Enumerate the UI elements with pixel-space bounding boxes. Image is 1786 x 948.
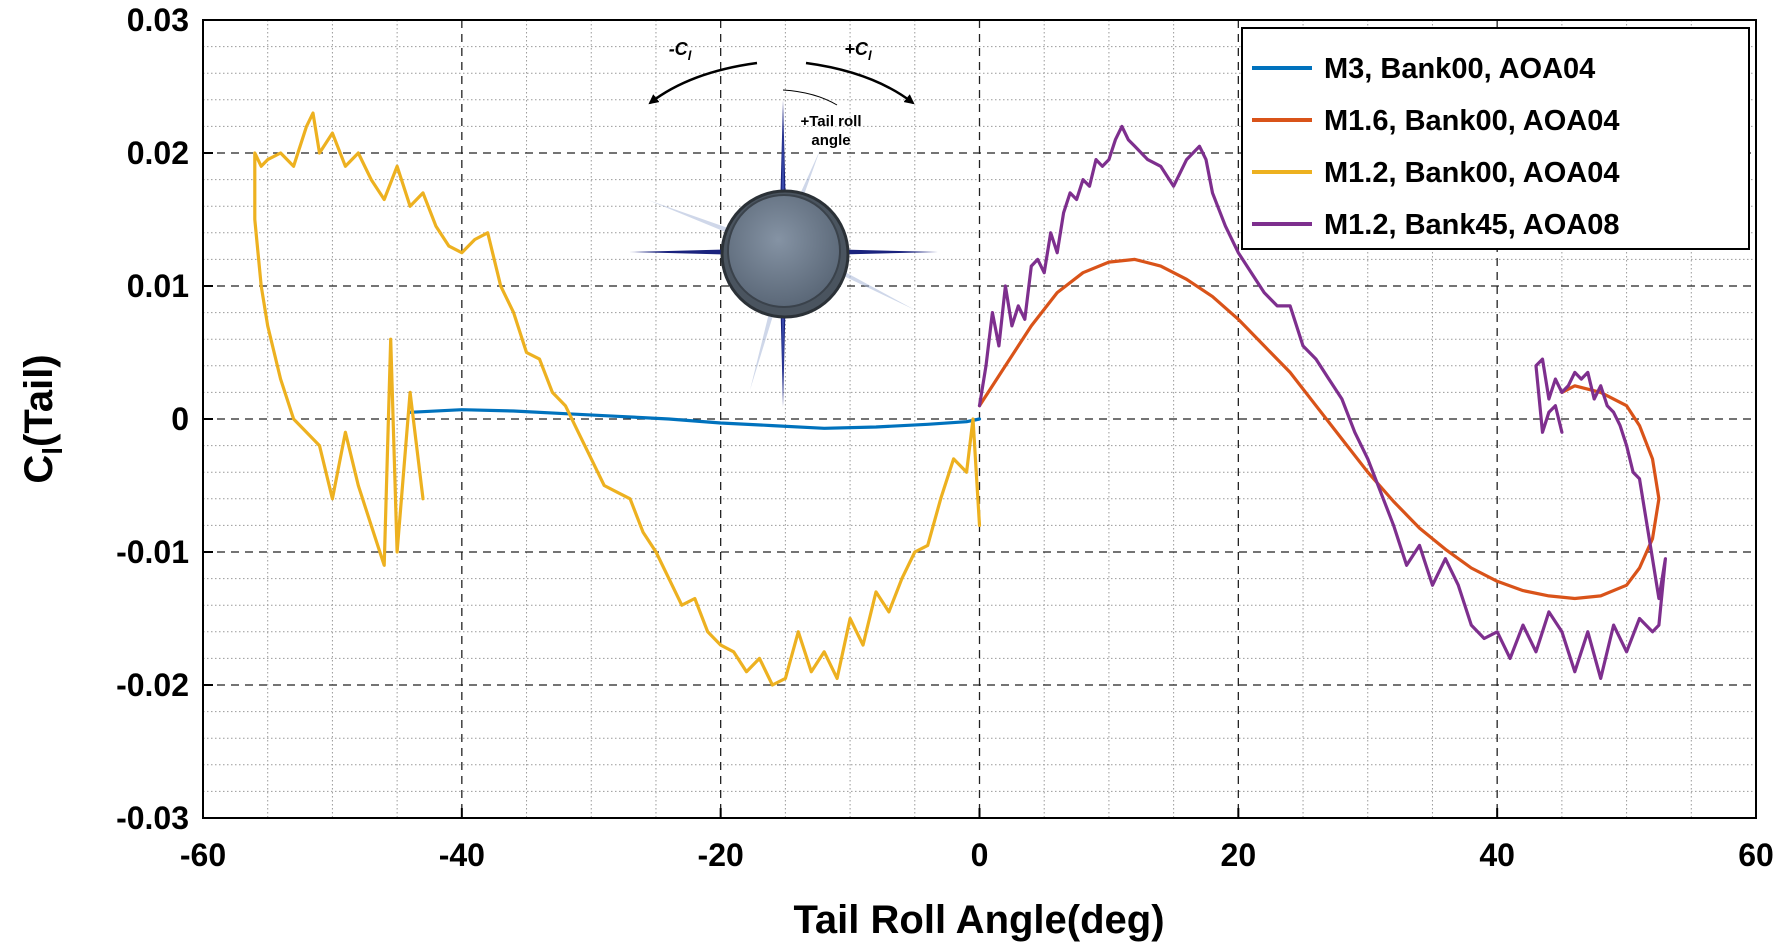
roll-angle-label-line1: +Tail roll	[801, 113, 862, 130]
legend-label-0: M3, Bank00, AOA04	[1324, 53, 1595, 85]
series-line-2	[253, 111, 982, 687]
minus-cl-label: -Cl	[669, 39, 692, 63]
x-tick-label: 20	[1221, 837, 1257, 873]
tail-schematic: -Cl +Cl +Tail roll angle	[629, 39, 938, 407]
y-tick-label: -0.03	[116, 800, 189, 836]
y-tick-label: 0.02	[127, 135, 189, 171]
y-axis-title: Cl(Tail)	[17, 354, 68, 483]
legend-box	[1241, 27, 1750, 250]
roll-angle-label-line2: angle	[811, 132, 850, 149]
x-tick-label: -40	[439, 837, 485, 873]
plus-cl-label: +Cl	[844, 39, 872, 63]
legend-label-3: M1.2, Bank45, AOA08	[1324, 209, 1620, 241]
series-line-3	[977, 124, 1668, 681]
y-tick-label: -0.01	[116, 534, 189, 570]
legend-entry: M1.2, Bank00, AOA04	[1252, 157, 1620, 189]
minus-roll-arrow	[648, 61, 758, 105]
legend: M3, Bank00, AOA04 M1.6, Bank00, AOA04 M1…	[1241, 27, 1750, 250]
x-tick-label: 40	[1479, 837, 1515, 873]
series-line-0	[408, 408, 982, 430]
legend-entry: M1.6, Bank00, AOA04	[1252, 105, 1620, 137]
y-tick-label: 0.03	[127, 2, 189, 38]
x-tick-label: 0	[971, 837, 989, 873]
y-axis-title-suffix: (Tail)	[17, 354, 61, 447]
legend-entry: M1.2, Bank45, AOA08	[1252, 209, 1620, 241]
x-tick-label: -60	[180, 837, 226, 873]
y-axis-title-subscript: l	[37, 447, 68, 455]
roll-angle-arc	[782, 89, 838, 106]
y-tick-label: 0.01	[127, 268, 189, 304]
x-axis-title: Tail Roll Angle(deg)	[793, 898, 1164, 942]
y-tick-label: 0	[171, 401, 189, 437]
legend-entry: M3, Bank00, AOA04	[1252, 53, 1595, 85]
legend-label-1: M1.6, Bank00, AOA04	[1324, 105, 1620, 137]
legend-label-2: M1.2, Bank00, AOA04	[1324, 157, 1620, 189]
y-tick-label: -0.02	[116, 667, 189, 703]
plus-roll-arrow	[805, 61, 915, 105]
tail-body-inner	[727, 194, 841, 308]
series-line-1	[977, 257, 1661, 601]
x-tick-label: 60	[1738, 837, 1774, 873]
x-tick-label: -20	[698, 837, 744, 873]
series-layer	[253, 111, 1668, 687]
tick-layer: -60 -40 -20 0 20 40 60 0.03 0.02 0.01 0 -0.01 -0.02 -…	[116, 2, 1774, 873]
y-axis-title-main: C	[17, 455, 61, 484]
